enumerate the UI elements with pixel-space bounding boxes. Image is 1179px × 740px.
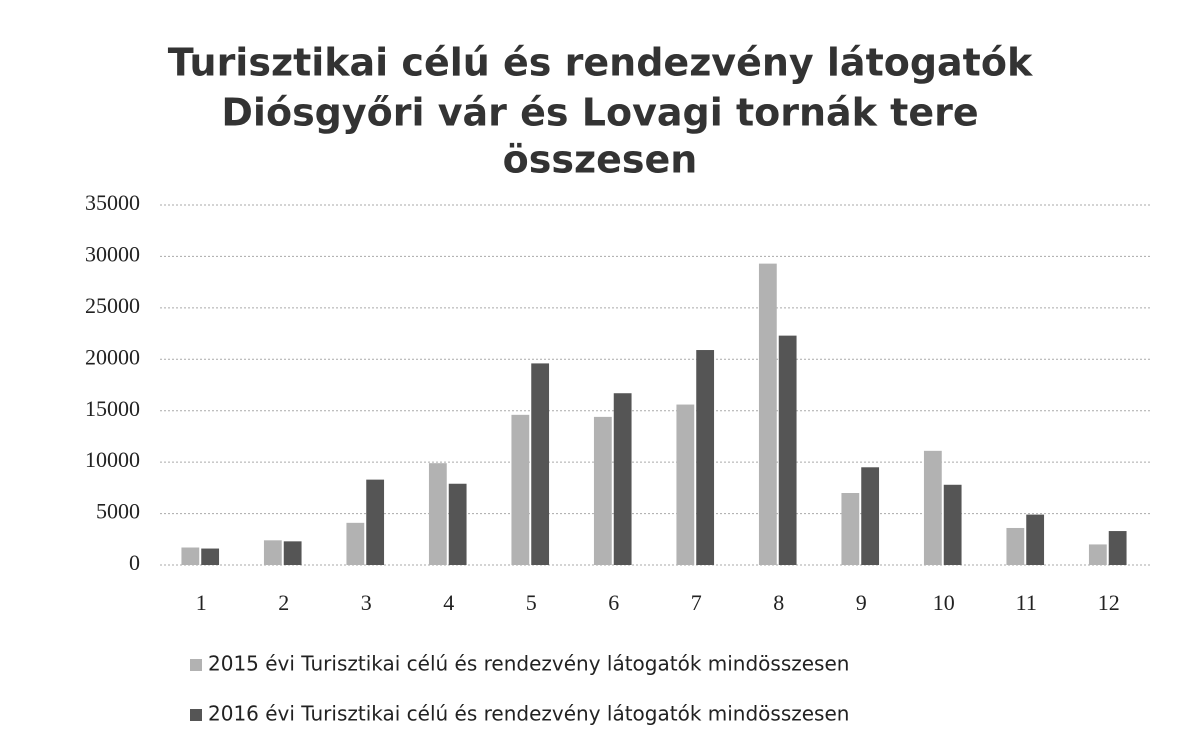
bar [511,414,530,565]
bar [428,463,447,565]
legend-label: 2015 évi Turisztikai célú és rendezvény … [208,652,849,676]
chart-title: Diósgyőri vár és Lovagi tornák tere [221,91,978,135]
bar [593,416,612,565]
y-tick-label: 10000 [85,447,140,472]
bar [1006,527,1025,565]
bar [923,450,942,565]
y-tick-label: 0 [129,550,140,575]
bar [201,548,220,565]
bar [448,483,467,565]
bar [1108,531,1127,565]
bar [283,541,302,565]
x-tick-label: 12 [1098,590,1120,615]
bar [1088,544,1107,565]
legend-swatch [190,709,202,721]
bar [943,484,962,565]
x-tick-label: 11 [1016,590,1037,615]
y-tick-label: 30000 [85,241,140,266]
x-tick-label: 10 [933,590,955,615]
y-tick-label: 15000 [85,396,140,421]
x-tick-label: 3 [361,590,372,615]
bar [531,363,550,565]
legend-swatch [190,659,202,671]
x-tick-label: 9 [856,590,867,615]
bar [841,493,860,565]
bar [346,522,365,565]
bar [366,479,385,565]
x-tick-label: 8 [773,590,784,615]
x-tick-label: 6 [608,590,619,615]
x-tick-label: 5 [526,590,537,615]
chart-title: Turisztikai célú és rendezvény látogatók [168,41,1033,85]
bar [861,467,880,565]
x-tick-label: 4 [443,590,454,615]
bar [1026,514,1045,565]
chart-title: összesen [503,138,698,182]
bar [778,335,797,565]
x-tick-label: 7 [691,590,702,615]
bar [181,547,200,565]
y-tick-label: 25000 [85,293,140,318]
bar [263,540,282,565]
y-tick-label: 35000 [85,190,140,215]
x-tick-label: 2 [278,590,289,615]
legend-label: 2016 évi Turisztikai célú és rendezvény … [208,702,849,726]
y-tick-label: 5000 [96,499,140,524]
x-tick-label: 1 [196,590,207,615]
bar [696,350,715,565]
y-tick-label: 20000 [85,344,140,369]
bar [676,404,695,565]
bar [758,263,777,565]
bar [613,393,632,565]
